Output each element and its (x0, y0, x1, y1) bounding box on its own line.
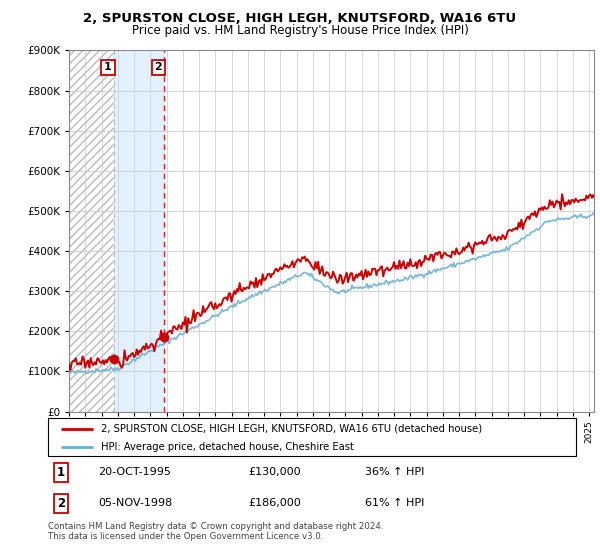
Text: 61% ↑ HPI: 61% ↑ HPI (365, 498, 424, 508)
Text: 36% ↑ HPI: 36% ↑ HPI (365, 467, 424, 477)
Text: 2: 2 (57, 497, 65, 510)
Text: 20-OCT-1995: 20-OCT-1995 (98, 467, 171, 477)
Text: 05-NOV-1998: 05-NOV-1998 (98, 498, 172, 508)
FancyBboxPatch shape (48, 418, 576, 456)
Text: Contains HM Land Registry data © Crown copyright and database right 2024.
This d: Contains HM Land Registry data © Crown c… (48, 522, 383, 542)
Text: 2, SPURSTON CLOSE, HIGH LEGH, KNUTSFORD, WA16 6TU: 2, SPURSTON CLOSE, HIGH LEGH, KNUTSFORD,… (83, 12, 517, 25)
Text: 2, SPURSTON CLOSE, HIGH LEGH, KNUTSFORD, WA16 6TU (detached house): 2, SPURSTON CLOSE, HIGH LEGH, KNUTSFORD,… (101, 424, 482, 434)
Text: 2: 2 (155, 62, 162, 72)
Text: 1: 1 (57, 465, 65, 479)
Text: £130,000: £130,000 (248, 467, 301, 477)
Bar (115, 50, 164, 412)
Text: £186,000: £186,000 (248, 498, 301, 508)
Text: Price paid vs. HM Land Registry's House Price Index (HPI): Price paid vs. HM Land Registry's House … (131, 24, 469, 36)
Text: 1: 1 (104, 62, 112, 72)
Text: HPI: Average price, detached house, Cheshire East: HPI: Average price, detached house, Ches… (101, 442, 353, 452)
